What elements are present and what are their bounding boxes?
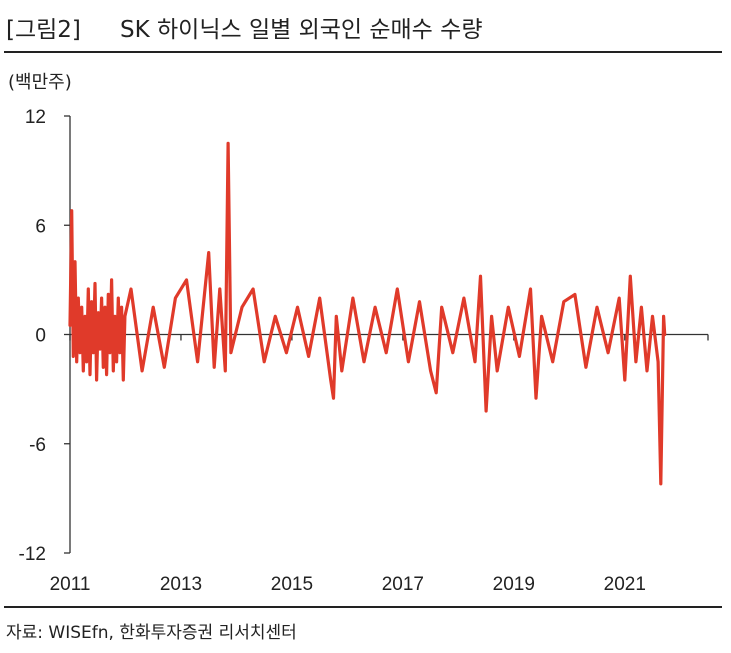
y-tick-label: -6 — [29, 435, 46, 456]
bottom-rule — [4, 606, 722, 608]
figure-header: [그림2] SK 하이닉스 일별 외국인 순매수 수량 — [4, 6, 726, 48]
x-tick-label: 2013 — [160, 574, 202, 595]
figure-label: [그림2] — [6, 17, 81, 43]
x-tick-label: 2019 — [493, 574, 535, 595]
y-tick-label: 12 — [25, 107, 46, 128]
source-note: 자료: WISEfn, 한화투자증권 리서치센터 — [6, 623, 297, 643]
chart-title: SK 하이닉스 일별 외국인 순매수 수량 — [120, 17, 483, 43]
x-tick-label: 2015 — [271, 574, 313, 595]
y-tick-label: 0 — [35, 326, 46, 347]
x-tick-label: 2021 — [604, 574, 646, 595]
x-tick-label: 2011 — [50, 574, 91, 595]
plot-series — [68, 141, 667, 486]
y-tick-label: 6 — [35, 216, 46, 237]
y-axis-unit-label: (백만주) — [8, 72, 72, 93]
x-tick-label: 2017 — [382, 574, 424, 595]
series-line — [68, 141, 667, 486]
top-rule — [4, 51, 722, 53]
y-tick-label: -12 — [19, 544, 46, 565]
